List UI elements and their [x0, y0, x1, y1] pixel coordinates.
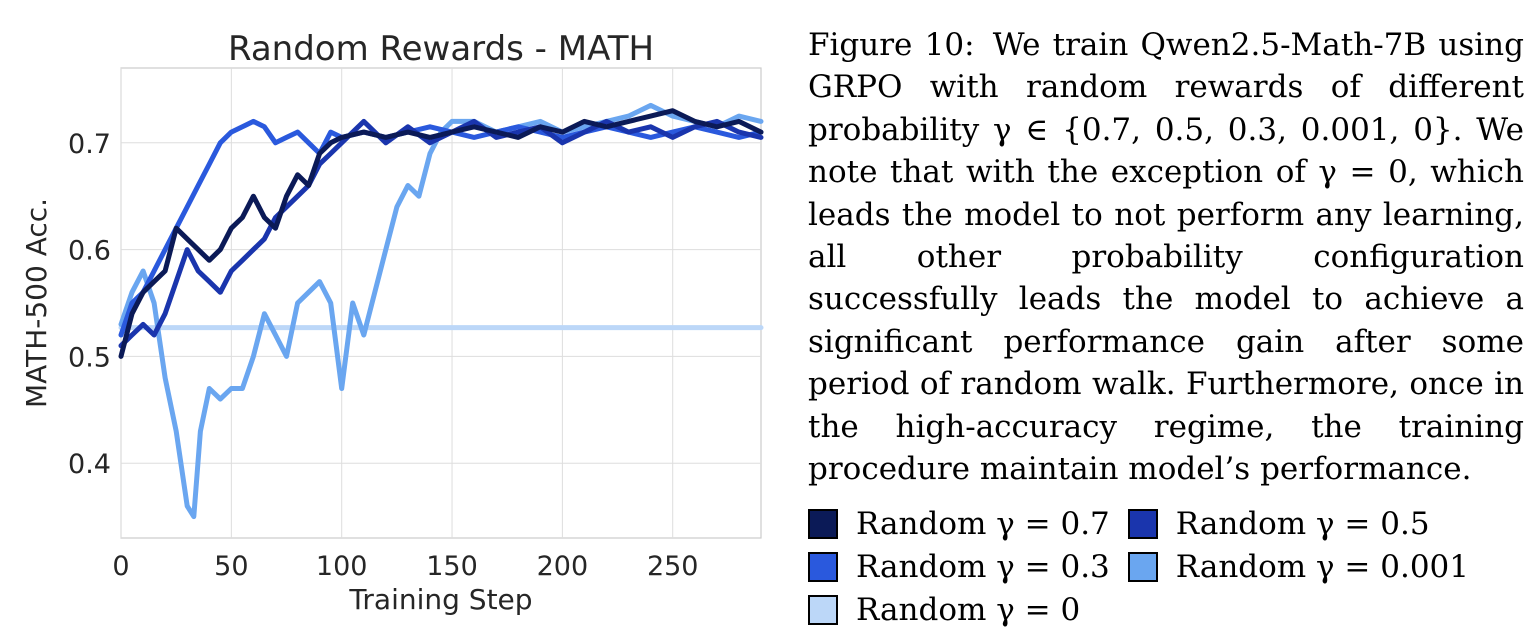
legend: Random γ = 0.7 Random γ = 0.5 Random γ = 0… — [808, 502, 1524, 631]
x-tick-label: 250 — [647, 551, 699, 582]
series-line-0 — [118, 108, 764, 359]
legend-swatch — [808, 508, 838, 539]
x-tick-label: 0 — [112, 551, 129, 582]
x-tick-label: 100 — [316, 551, 368, 582]
x-tick-label: 200 — [537, 551, 589, 582]
legend-row: Random γ = 0 — [808, 588, 1524, 631]
tick-labels: 0 50 100 150 200 250 0.4 0.5 0.6 0.7 — [68, 129, 698, 582]
legend-label: Random γ = 0.5 — [1175, 505, 1430, 542]
legend-swatch — [1127, 551, 1158, 582]
legend-row: Random γ = 0.7 Random γ = 0.5 — [808, 502, 1524, 545]
legend-label: Random γ = 0 — [856, 591, 1081, 628]
legend-swatch — [808, 551, 838, 582]
caption-label: Figure 10: — [808, 27, 975, 63]
x-axis-label: Training Step — [348, 583, 532, 616]
y-tick-label: 0.7 — [68, 129, 111, 160]
legend-label: Random γ = 0.7 — [856, 505, 1110, 542]
grid — [120, 68, 761, 538]
legend-item: Random γ = 0 — [808, 592, 1080, 628]
series-lines — [118, 102, 764, 520]
legend-item: Random γ = 0.7 — [808, 506, 1110, 542]
legend-item: Random γ = 0.001 — [1127, 548, 1469, 585]
legend-label: Random γ = 0.001 — [1175, 548, 1469, 585]
chart-title: Random Rewards - MATH — [228, 29, 654, 69]
legend-label: Random γ = 0.3 — [856, 548, 1110, 585]
y-axis-label: MATH-500 Acc. — [20, 198, 53, 408]
x-tick-label: 50 — [214, 551, 248, 582]
x-tick-label: 150 — [426, 551, 478, 582]
y-tick-label: 0.6 — [68, 236, 111, 267]
legend-swatch — [1127, 508, 1158, 539]
line-chart: Random Rewards - MATH 0 50 100 150 200 250 0.4… — [20, 29, 764, 616]
legend-swatch — [808, 594, 838, 625]
y-tick-label: 0.5 — [68, 342, 111, 373]
legend-item: Random γ = 0.3 — [808, 549, 1110, 585]
series-line-1 — [118, 118, 764, 349]
figure-caption: Figure 10: We train Qwen2.5-Math-7B usin… — [808, 24, 1524, 490]
y-tick-label: 0.4 — [68, 449, 111, 480]
plot-area — [120, 67, 762, 539]
legend-row: Random γ = 0.3 Random γ = 0.001 — [808, 545, 1524, 588]
legend-item: Random γ = 0.5 — [1127, 505, 1430, 542]
caption-text: We train Qwen2.5-Math-7B using GRPO with… — [808, 27, 1524, 488]
